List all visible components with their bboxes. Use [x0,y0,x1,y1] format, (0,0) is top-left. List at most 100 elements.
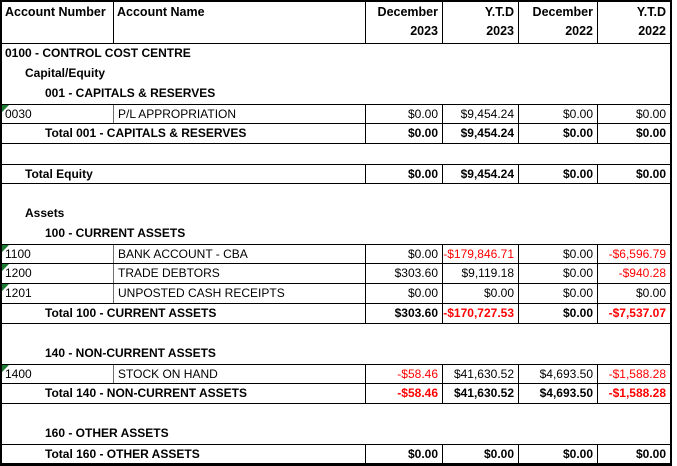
error-flag-icon [2,264,9,271]
header-period-line1: December [532,5,593,19]
section-label[interactable]: 0100 - CONTROL COST CENTRE [5,46,191,60]
section-label[interactable]: 160 - OTHER ASSETS [45,426,169,440]
total-label[interactable]: Total 001 - CAPITALS & RESERVES [45,126,247,140]
total-label[interactable]: Total Equity [25,167,93,181]
value-cell[interactable]: $9,454.24 [442,105,518,123]
error-flag-icon [2,284,9,291]
value-cell[interactable]: $0.00 [365,105,442,123]
total-row: Total 100 - CURRENT ASSETS $303.60 -$170,7… [2,304,670,324]
account-number-cell[interactable]: 1100 [2,245,113,263]
value-cell[interactable]: $9,454.24 [442,165,518,183]
section-label[interactable]: 001 - CAPITALS & RESERVES [45,86,216,100]
header-period-line2: 2022 [565,24,593,38]
total-label[interactable]: Total 160 - OTHER ASSETS [45,447,200,461]
value-cell[interactable]: $0.00 [365,445,442,463]
value-cell[interactable]: -$58.46 [365,384,442,403]
account-row: 0030 P/L APPROPRIATION $0.00 $9,454.24 $0.00… [2,104,670,124]
account-name-cell[interactable]: UNPOSTED CASH RECEIPTS [113,284,365,303]
account-number: 1200 [5,266,32,280]
value-cell[interactable]: -$170,727.53 [442,304,518,323]
account-name-cell[interactable]: P/L APPROPRIATION [113,105,365,123]
value-cell[interactable]: $0.00 [365,284,442,303]
section-label[interactable]: 100 - CURRENT ASSETS [45,226,186,240]
account-number-cell[interactable]: 1201 [2,284,113,303]
value-cell[interactable]: $41,630.52 [442,365,518,383]
error-flag-icon [2,245,9,252]
value-cell[interactable]: $4,693.50 [518,365,597,383]
value-cell[interactable]: -$1,588.28 [597,384,670,403]
value-cell[interactable]: $0.00 [365,165,442,183]
error-flag-icon [2,105,9,112]
section-header-row: Assets [2,204,670,224]
header-account-number[interactable]: Account Number [5,5,106,19]
account-number: 1201 [5,286,32,300]
value-cell[interactable]: $0.00 [518,124,597,143]
section-label[interactable]: Capital/Equity [25,66,106,80]
header-period-december-2023[interactable]: December 2023 [365,2,442,43]
value-cell[interactable]: -$940.28 [597,264,670,283]
value-cell[interactable]: $4,693.50 [518,384,597,403]
total-label[interactable]: Total 100 - CURRENT ASSETS [45,306,217,320]
account-number: 1400 [5,367,32,381]
value-cell[interactable]: -$1,588.28 [597,365,670,383]
value-cell[interactable]: -$179,846.71 [442,245,518,263]
account-row: 1400 STOCK ON HAND -$58.46 $41,630.52 $4,693… [2,364,670,384]
section-label[interactable]: Assets [25,206,65,220]
account-row: 1201 UNPOSTED CASH RECEIPTS $0.00 $0.00 $0.0… [2,284,670,304]
account-row: 1100 BANK ACCOUNT - CBA $0.00 -$179,846.71 $… [2,244,670,264]
value-cell[interactable]: $0.00 [518,264,597,283]
value-cell[interactable]: $0.00 [518,284,597,303]
account-name-cell[interactable]: TRADE DEBTORS [113,264,365,283]
header-period-december-2022[interactable]: December 2022 [518,2,597,43]
value-cell[interactable]: $0.00 [597,284,670,303]
section-label[interactable]: 140 - NON-CURRENT ASSETS [45,346,216,360]
account-number-cell[interactable]: 1400 [2,365,113,383]
total-row: Total 140 - NON-CURRENT ASSETS -$58.46 $41… [2,384,670,404]
blank-row [2,144,670,164]
header-account-name[interactable]: Account Name [113,2,365,43]
account-name-cell[interactable]: BANK ACCOUNT - CBA [113,245,365,263]
value-cell[interactable]: $303.60 [365,264,442,283]
blank-row [2,404,670,424]
account-row: 1200 TRADE DEBTORS $303.60 $9,119.18 $0.00 -$… [2,264,670,284]
section-header-row: 0100 - CONTROL COST CENTRE [2,44,670,64]
value-cell[interactable]: $0.00 [442,445,518,463]
error-flag-icon [2,365,9,372]
blank-row [2,184,670,204]
value-cell[interactable]: $303.60 [365,304,442,323]
section-header-row: Capital/Equity [2,64,670,84]
value-cell[interactable]: $9,454.24 [442,124,518,143]
value-cell[interactable]: $0.00 [597,445,670,463]
value-cell[interactable]: $0.00 [518,304,597,323]
header-period-ytd-2023[interactable]: Y.T.D 2023 [442,2,518,43]
value-cell[interactable]: $41,630.52 [442,384,518,403]
header-period-line2: 2023 [410,24,438,38]
total-row: Total 001 - CAPITALS & RESERVES $0.00 $9,4… [2,124,670,144]
blank-row [2,324,670,344]
account-number-cell[interactable]: 0030 [2,105,113,123]
table-body: 0100 - CONTROL COST CENTRE Capital/Equity… [2,44,670,464]
value-cell[interactable]: $0.00 [597,124,670,143]
account-number: 0030 [5,107,32,121]
total-label[interactable]: Total 140 - NON-CURRENT ASSETS [45,386,248,400]
value-cell[interactable]: $0.00 [597,105,670,123]
section-header-row: 001 - CAPITALS & RESERVES [2,84,670,104]
value-cell[interactable]: -$7,537.07 [597,304,670,323]
header-period-ytd-2022[interactable]: Y.T.D 2022 [597,2,670,43]
value-cell[interactable]: $0.00 [597,165,670,183]
account-name-cell[interactable]: STOCK ON HAND [113,365,365,383]
value-cell[interactable]: $0.00 [518,245,597,263]
value-cell[interactable]: -$58.46 [365,365,442,383]
value-cell[interactable]: $0.00 [518,165,597,183]
value-cell[interactable]: $9,119.18 [442,264,518,283]
account-number-cell[interactable]: 1200 [2,264,113,283]
value-cell[interactable]: -$6,596.79 [597,245,670,263]
header-period-line1: Y.T.D [484,5,514,19]
value-cell[interactable]: $0.00 [518,445,597,463]
value-cell[interactable]: $0.00 [365,245,442,263]
value-cell[interactable]: $0.00 [365,124,442,143]
value-cell[interactable]: $0.00 [442,284,518,303]
header-period-line1: December [377,5,438,19]
header-period-line1: Y.T.D [636,5,666,19]
value-cell[interactable]: $0.00 [518,105,597,123]
